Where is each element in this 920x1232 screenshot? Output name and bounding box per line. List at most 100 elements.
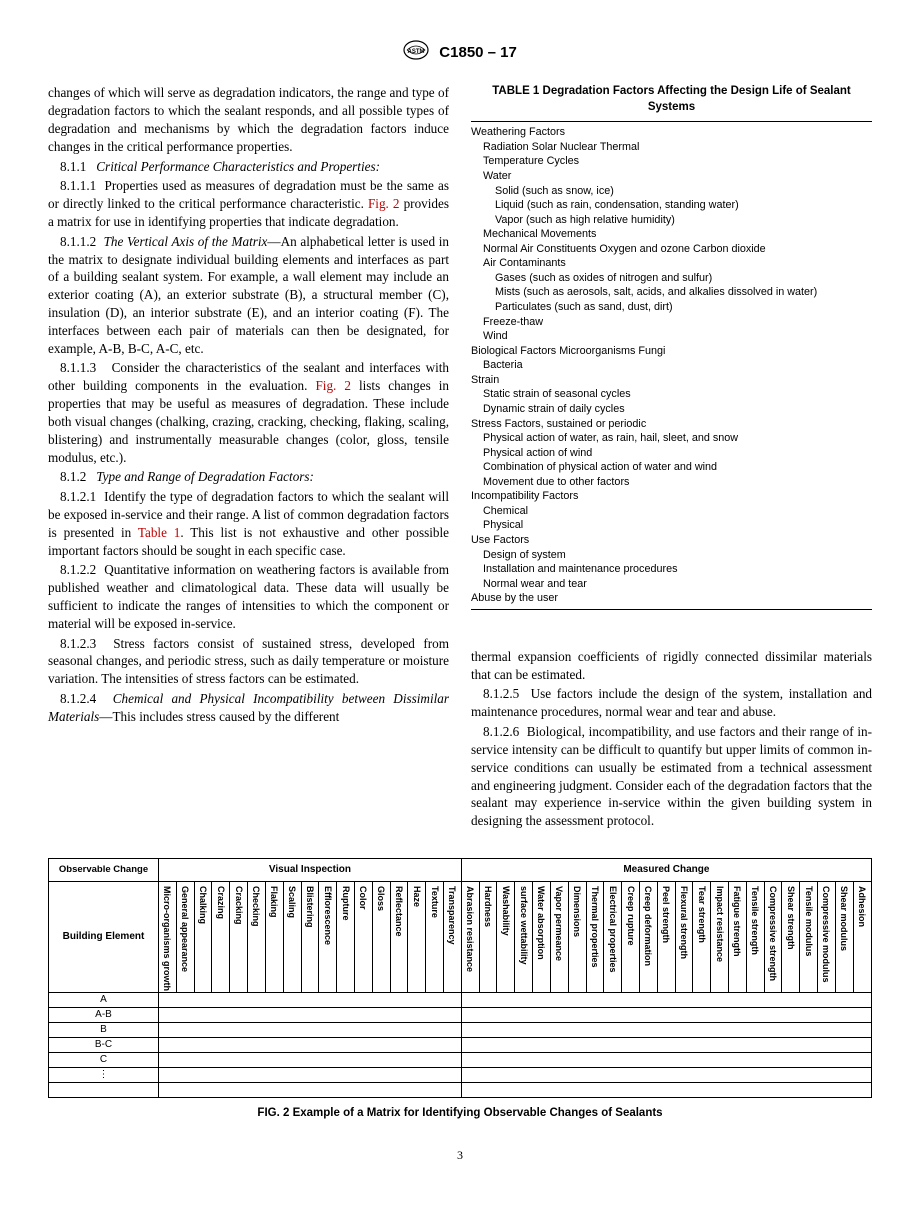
matrix-col-header: Blistering <box>301 881 319 992</box>
table1-row: Strain <box>471 373 872 388</box>
table1-row: Physical <box>483 518 872 533</box>
matrix-col-header: Tear strength <box>693 881 711 992</box>
text: Biological, incompatibility, and use fac… <box>471 724 872 828</box>
matrix-cell <box>159 1067 462 1082</box>
designation: C1850 – 17 <box>439 44 517 61</box>
table1-row: Radiation Solar Nuclear Thermal <box>483 140 872 155</box>
para-continuation: changes of which will serve as degradati… <box>48 84 449 155</box>
section-8-1-2-2: 8.1.2.2 Quantitative information on weat… <box>48 561 449 632</box>
section-8-1-2-5: 8.1.2.5 Use factors include the design o… <box>471 685 872 721</box>
table1-row: Stress Factors, sustained or periodic <box>471 417 872 432</box>
matrix-col-header: Creep deformation <box>639 881 657 992</box>
matrix-col-header: Abrasion resistance <box>461 881 479 992</box>
group-visual-inspection: Visual Inspection <box>159 858 462 881</box>
astm-logo: ASTM <box>403 40 429 66</box>
matrix-col-header: Peel strength <box>657 881 675 992</box>
page-header: ASTM C1850 – 17 <box>48 40 872 66</box>
table1-row: Liquid (such as rain, condensation, stan… <box>495 198 872 213</box>
matrix-cell <box>461 1022 871 1037</box>
matrix-corner-bottom: Building Element <box>49 881 159 992</box>
body-columns: changes of which will serve as degradati… <box>48 84 872 832</box>
table1-row: Vapor (such as high relative humidity) <box>495 213 872 228</box>
sec-title: Type and Range of Degradation Factors: <box>96 469 314 484</box>
sec-title: The Vertical Axis of the Matrix <box>104 234 268 249</box>
section-8-1-2-1: 8.1.2.1 Identify the type of degradation… <box>48 488 449 559</box>
matrix-cell <box>159 1082 462 1097</box>
text: Quantitative information on weathering f… <box>48 562 449 630</box>
table1-row: Gases (such as oxides of nitrogen and su… <box>495 271 872 286</box>
section-8-1-2: 8.1.2 Type and Range of Degradation Fact… <box>48 468 449 486</box>
matrix-col-header: Scaling <box>283 881 301 992</box>
section-8-1-2-4: 8.1.2.4 Chemical and Physical Incompatib… <box>48 690 449 726</box>
table1-row: Incompatibility Factors <box>471 489 872 504</box>
matrix-row-label: C <box>49 1052 159 1067</box>
section-8-1-1-2: 8.1.1.2 The Vertical Axis of the Matrix—… <box>48 233 449 358</box>
table1-row: Static strain of seasonal cycles <box>483 387 872 402</box>
section-8-1-2-3: 8.1.2.3 Stress factors consist of sustai… <box>48 635 449 688</box>
matrix-col-header: surface wettability <box>515 881 533 992</box>
sec-num: 8.1.2.4 <box>60 691 96 706</box>
table1-body: Weathering FactorsRadiation Solar Nuclea… <box>471 121 872 610</box>
sec-num: 8.1.1 <box>60 159 86 174</box>
table1-row: Mechanical Movements <box>483 227 872 242</box>
table1-row: Movement due to other factors <box>483 475 872 490</box>
table1-row: Normal wear and tear <box>483 577 872 592</box>
section-8-1-1: 8.1.1 Critical Performance Characteristi… <box>48 158 449 176</box>
text: Use factors include the design of the sy… <box>471 686 872 719</box>
text: —This includes stress caused by the diff… <box>99 709 339 724</box>
fig2-caption: FIG. 2 Example of a Matrix for Identifyi… <box>48 1106 872 1122</box>
sec-num: 8.1.1.1 <box>60 178 96 193</box>
table1-row: Air Contaminants <box>483 256 872 271</box>
matrix-col-header: Chalking <box>194 881 212 992</box>
matrix-col-header: Flexural strength <box>675 881 693 992</box>
sec-num: 8.1.2.2 <box>60 562 96 577</box>
matrix-col-header: Flaking <box>265 881 283 992</box>
matrix-cell <box>159 1052 462 1067</box>
matrix-col-header: Vapor permeance <box>550 881 568 992</box>
table1-row: Installation and maintenance procedures <box>483 562 872 577</box>
matrix-cell <box>461 1037 871 1052</box>
table1-row: Temperature Cycles <box>483 154 872 169</box>
matrix-col-header: Texture <box>426 881 444 992</box>
matrix-row-label: A-B <box>49 1007 159 1022</box>
matrix-col-header: Fatigue strength <box>729 881 747 992</box>
matrix-cell <box>159 1037 462 1052</box>
table1-row: Solid (such as snow, ice) <box>495 184 872 199</box>
table1-row: Weathering Factors <box>471 125 872 140</box>
matrix-col-header: Micro-organisms growth <box>159 881 177 992</box>
matrix-col-header: Hardness <box>479 881 497 992</box>
matrix-col-header: Haze <box>408 881 426 992</box>
section-8-1-2-6: 8.1.2.6 Biological, incompatibility, and… <box>471 723 872 830</box>
table1-row: Normal Air Constituents Oxygen and ozone… <box>483 242 872 257</box>
para-continuation: thermal expansion coefficients of rigidl… <box>471 648 872 684</box>
svg-text:ASTM: ASTM <box>408 49 425 55</box>
matrix-cell <box>159 992 462 1007</box>
matrix-corner-top: Observable Change <box>49 858 159 881</box>
matrix-col-header: Reflectance <box>390 881 408 992</box>
matrix-col-header: Cracking <box>230 881 248 992</box>
table1-row: Combination of physical action of water … <box>483 460 872 475</box>
sec-num: 8.1.2.3 <box>60 636 96 651</box>
table1-row: Wind <box>483 329 872 344</box>
matrix-col-header: Crazing <box>212 881 230 992</box>
table-ref: Table 1 <box>138 525 181 540</box>
matrix-row-label: B-C <box>49 1037 159 1052</box>
matrix-row-label: B <box>49 1022 159 1037</box>
table1-row: Bacteria <box>483 358 872 373</box>
matrix-col-header: Thermal properties <box>586 881 604 992</box>
sec-num: 8.1.1.2 <box>60 234 96 249</box>
matrix-col-header: Tensile strength <box>746 881 764 992</box>
matrix-col-header: Impact resistance <box>711 881 729 992</box>
matrix-cell <box>159 1007 462 1022</box>
matrix-col-header: Washability <box>497 881 515 992</box>
matrix-row-label <box>49 1082 159 1097</box>
fig2-wrapper: Observable ChangeVisual InspectionMeasur… <box>48 858 872 1122</box>
section-8-1-1-1: 8.1.1.1 Properties used as measures of d… <box>48 177 449 230</box>
matrix-cell <box>461 1007 871 1022</box>
matrix-col-header: Electrical properties <box>604 881 622 992</box>
right-column: TABLE 1 Degradation Factors Affecting th… <box>471 84 872 832</box>
table1-row: Particulates (such as sand, dust, dirt) <box>495 300 872 315</box>
fig-ref: Fig. 2 <box>368 196 400 211</box>
matrix-cell <box>159 1022 462 1037</box>
sec-num: 8.1.2.1 <box>60 489 96 504</box>
